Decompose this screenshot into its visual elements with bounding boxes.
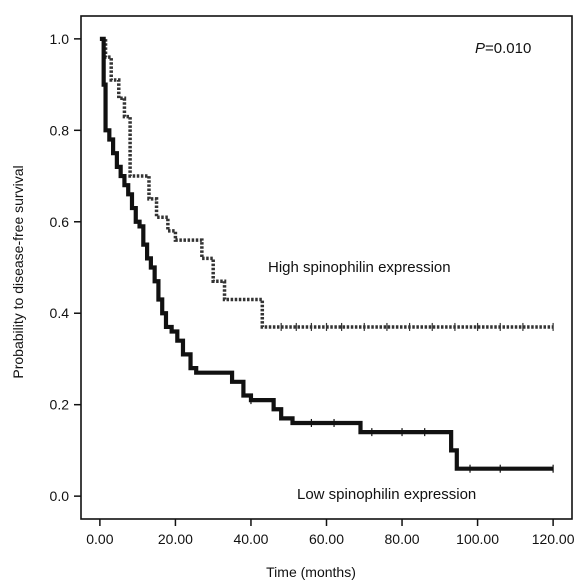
y-tick-label: 0.0 xyxy=(50,488,70,504)
x-axis-title: Time (months) xyxy=(266,564,356,580)
x-tick-label: 120.00 xyxy=(532,531,575,547)
p-value-annotation: P=0.010 xyxy=(475,40,531,57)
p-value-symbol: P xyxy=(475,40,485,57)
high-expression-label: High spinophilin expression xyxy=(268,259,451,276)
y-tick-label: 0.8 xyxy=(50,122,70,138)
x-tick-label: 0.00 xyxy=(86,531,113,547)
x-tick-label: 80.00 xyxy=(385,531,420,547)
y-tick-label: 1.0 xyxy=(50,31,70,47)
high-expression-curve xyxy=(101,37,554,329)
p-value-text: =0.010 xyxy=(485,40,531,57)
low-expression-label: Low spinophilin expression xyxy=(297,486,476,503)
low-expression-curve xyxy=(99,36,554,471)
series-layer xyxy=(99,36,554,473)
y-tick-label: 0.6 xyxy=(50,214,70,230)
x-tick-label: 60.00 xyxy=(309,531,344,547)
y-axis: 0.0 0.2 0.4 0.6 0.8 1.0 xyxy=(50,31,81,504)
y-tick-label: 0.2 xyxy=(50,397,70,413)
x-tick-label: 20.00 xyxy=(158,531,193,547)
y-axis-title: Probability to disease-free survival xyxy=(10,165,26,378)
x-tick-label: 40.00 xyxy=(233,531,268,547)
x-axis: 0.00 20.00 40.00 60.00 80.00 100.00 120.00 xyxy=(86,519,575,547)
y-tick-label: 0.4 xyxy=(50,305,70,321)
x-tick-label: 100.00 xyxy=(456,531,499,547)
